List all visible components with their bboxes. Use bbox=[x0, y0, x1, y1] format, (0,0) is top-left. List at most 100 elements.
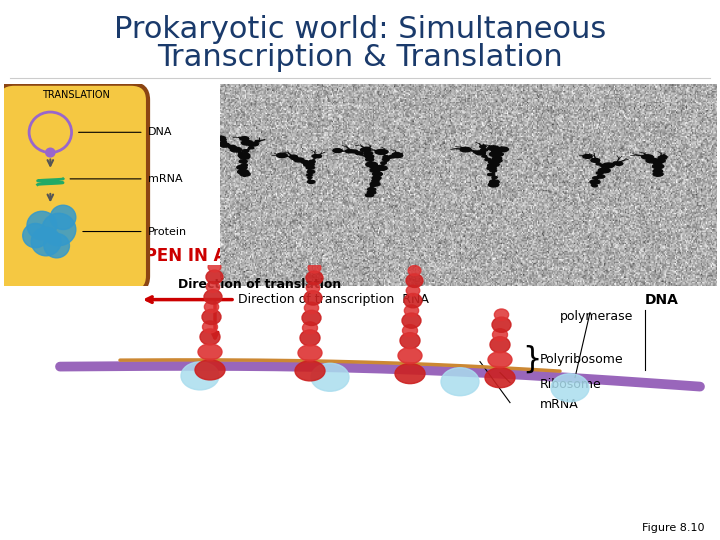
Circle shape bbox=[294, 158, 304, 162]
Ellipse shape bbox=[295, 361, 325, 381]
Circle shape bbox=[600, 165, 607, 167]
Circle shape bbox=[373, 172, 382, 176]
Ellipse shape bbox=[200, 329, 220, 345]
Circle shape bbox=[44, 233, 69, 258]
Circle shape bbox=[239, 160, 247, 163]
Circle shape bbox=[346, 150, 354, 153]
Circle shape bbox=[372, 176, 381, 180]
Circle shape bbox=[494, 152, 503, 156]
Circle shape bbox=[351, 150, 358, 153]
FancyBboxPatch shape bbox=[609, 249, 646, 269]
Ellipse shape bbox=[404, 293, 422, 308]
Text: mRNA: mRNA bbox=[540, 398, 579, 411]
Circle shape bbox=[315, 155, 322, 158]
Circle shape bbox=[475, 151, 486, 155]
Circle shape bbox=[593, 177, 598, 179]
Circle shape bbox=[365, 155, 374, 158]
Circle shape bbox=[371, 184, 376, 186]
Circle shape bbox=[363, 147, 371, 150]
Ellipse shape bbox=[395, 363, 425, 383]
Circle shape bbox=[23, 224, 48, 248]
Ellipse shape bbox=[402, 325, 418, 336]
Text: Direction of translation: Direction of translation bbox=[178, 278, 341, 291]
Circle shape bbox=[305, 163, 314, 166]
Ellipse shape bbox=[181, 362, 219, 390]
Ellipse shape bbox=[202, 321, 217, 333]
Circle shape bbox=[356, 152, 363, 155]
Circle shape bbox=[307, 170, 315, 173]
Circle shape bbox=[228, 145, 236, 149]
Circle shape bbox=[481, 153, 485, 154]
Ellipse shape bbox=[208, 262, 221, 272]
Circle shape bbox=[241, 164, 248, 166]
Circle shape bbox=[240, 137, 249, 140]
Text: mRNA: mRNA bbox=[148, 174, 183, 184]
Circle shape bbox=[613, 162, 618, 164]
Ellipse shape bbox=[300, 330, 320, 346]
Circle shape bbox=[653, 161, 659, 163]
Circle shape bbox=[583, 154, 592, 158]
Circle shape bbox=[474, 151, 479, 153]
Circle shape bbox=[658, 156, 667, 159]
Circle shape bbox=[592, 185, 598, 187]
Text: Protein: Protein bbox=[148, 226, 187, 237]
Circle shape bbox=[654, 161, 662, 165]
Circle shape bbox=[248, 144, 255, 146]
Circle shape bbox=[241, 140, 253, 145]
Circle shape bbox=[642, 155, 651, 159]
Text: Figure 8.10: Figure 8.10 bbox=[642, 523, 705, 533]
Circle shape bbox=[590, 180, 600, 184]
Circle shape bbox=[490, 163, 499, 166]
Circle shape bbox=[390, 156, 396, 158]
Circle shape bbox=[370, 182, 380, 186]
Circle shape bbox=[382, 158, 387, 160]
Circle shape bbox=[487, 164, 497, 167]
Ellipse shape bbox=[402, 313, 421, 328]
Ellipse shape bbox=[302, 322, 318, 334]
Ellipse shape bbox=[195, 360, 225, 380]
Circle shape bbox=[492, 158, 502, 163]
Circle shape bbox=[653, 169, 662, 173]
Circle shape bbox=[655, 159, 665, 163]
Ellipse shape bbox=[405, 305, 418, 316]
Circle shape bbox=[653, 172, 663, 176]
Circle shape bbox=[643, 155, 653, 159]
Circle shape bbox=[490, 152, 501, 157]
Circle shape bbox=[225, 144, 229, 145]
Text: TRANSLATION: TRANSLATION bbox=[42, 90, 109, 100]
Circle shape bbox=[655, 168, 661, 170]
Circle shape bbox=[376, 166, 387, 171]
Circle shape bbox=[240, 155, 250, 159]
Circle shape bbox=[490, 169, 497, 172]
Circle shape bbox=[487, 173, 493, 176]
Circle shape bbox=[646, 158, 657, 163]
Circle shape bbox=[378, 165, 382, 167]
Circle shape bbox=[240, 172, 250, 176]
Ellipse shape bbox=[306, 282, 320, 293]
Circle shape bbox=[230, 147, 242, 152]
Circle shape bbox=[209, 140, 217, 144]
Ellipse shape bbox=[406, 274, 423, 287]
Circle shape bbox=[462, 147, 468, 150]
Circle shape bbox=[276, 153, 287, 158]
Circle shape bbox=[289, 155, 297, 158]
Ellipse shape bbox=[408, 266, 421, 276]
Circle shape bbox=[596, 172, 603, 174]
Ellipse shape bbox=[302, 310, 321, 326]
Circle shape bbox=[383, 156, 390, 158]
Circle shape bbox=[370, 168, 380, 172]
Circle shape bbox=[333, 148, 342, 152]
Circle shape bbox=[367, 191, 376, 194]
FancyBboxPatch shape bbox=[12, 98, 133, 278]
Circle shape bbox=[368, 188, 376, 191]
Ellipse shape bbox=[306, 271, 323, 285]
Circle shape bbox=[220, 143, 230, 147]
Ellipse shape bbox=[305, 302, 319, 314]
Text: TEM: TEM bbox=[616, 254, 639, 264]
Circle shape bbox=[487, 166, 496, 170]
Circle shape bbox=[490, 180, 499, 184]
Circle shape bbox=[375, 150, 387, 154]
Text: Ribosome: Ribosome bbox=[540, 378, 602, 391]
Ellipse shape bbox=[551, 374, 589, 402]
Ellipse shape bbox=[304, 291, 322, 305]
